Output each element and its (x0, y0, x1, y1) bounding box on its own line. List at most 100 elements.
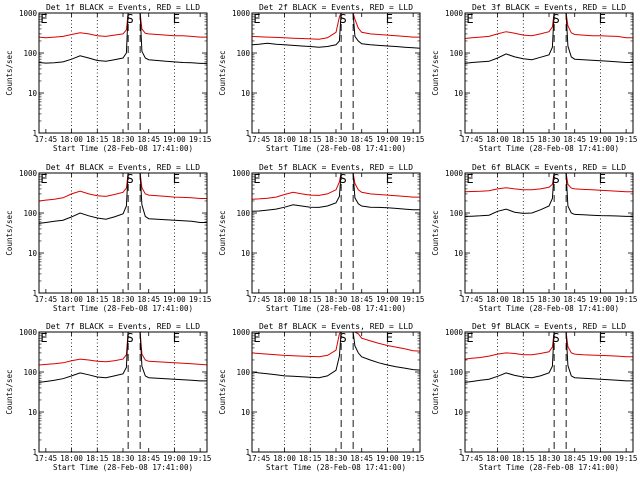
y-tick-label: 1000 (19, 169, 38, 178)
x-tick-label: 17:45 (461, 454, 484, 463)
y-tick-label: 100 (236, 368, 250, 377)
panel-title: Det 8f BLACK = Events, RED = LLD (259, 322, 413, 331)
event-marker-label: E (599, 172, 606, 186)
x-tick-label: 18:45 (563, 454, 586, 463)
x-tick-label: 17:45 (248, 135, 271, 144)
y-tick-label: 100 (236, 209, 250, 218)
series-line-lld (252, 13, 420, 40)
y-tick-label: 100 (449, 209, 463, 218)
y-axis-label: Counts/sec (218, 50, 227, 95)
event-marker-label: E (386, 331, 393, 345)
x-tick-label: 18:45 (350, 295, 373, 304)
x-tick-label: 18:15 (299, 135, 322, 144)
x-tick-label: 19:00 (589, 135, 612, 144)
series-line-events (39, 332, 207, 383)
x-tick-label: 18:30 (538, 454, 561, 463)
y-axis-label: Counts/sec (218, 369, 227, 414)
x-tick-label: 19:15 (615, 135, 638, 144)
series-line-events (39, 173, 207, 224)
y-tick-label: 1000 (232, 9, 251, 18)
event-marker-label: E (253, 12, 260, 26)
y-tick-label: 10 (28, 89, 38, 98)
event-marker-label: E (466, 172, 473, 186)
x-tick-label: 19:15 (189, 135, 212, 144)
plot-frame (38, 331, 208, 453)
y-tick-label: 1 (245, 129, 250, 138)
y-axis-label: Counts/sec (5, 210, 14, 255)
x-tick-label: 17:45 (35, 135, 58, 144)
event-marker-label: S (340, 172, 347, 186)
y-tick-label: 1000 (19, 328, 38, 337)
event-marker-label: E (40, 172, 47, 186)
x-tick-label: 19:15 (402, 454, 425, 463)
plot-frame (251, 172, 421, 294)
panel-det-4f: Det 4f BLACK = Events, RED = LLD Counts/s… (5, 163, 211, 313)
y-tick-label: 1000 (445, 328, 464, 337)
plot-frame (464, 331, 634, 453)
y-axis-label: Counts/sec (5, 50, 14, 95)
y-tick-label: 1000 (445, 9, 464, 18)
event-marker-label: S (553, 172, 560, 186)
event-marker-label: S (553, 331, 560, 345)
series-line-lld (39, 13, 207, 39)
series-line-events (465, 13, 633, 64)
event-marker-label: E (40, 12, 47, 26)
y-tick-label: 1 (245, 448, 250, 457)
y-tick-label: 10 (454, 89, 464, 98)
event-marker-label: E (173, 172, 180, 186)
x-tick-label: 19:00 (589, 295, 612, 304)
plot-frame (464, 172, 634, 294)
y-tick-label: 10 (28, 249, 38, 258)
x-axis-label: Start Time (28-Feb-08 17:41:00) (53, 304, 193, 313)
x-tick-label: 18:30 (538, 135, 561, 144)
event-marker-label: E (466, 12, 473, 26)
event-marker-label: S (553, 12, 560, 26)
x-tick-label: 19:15 (615, 454, 638, 463)
panel-title: Det 6f BLACK = Events, RED = LLD (472, 163, 626, 172)
event-marker-label: E (173, 331, 180, 345)
x-tick-label: 18:30 (112, 454, 135, 463)
event-marker-label: E (466, 331, 473, 345)
x-tick-label: 18:45 (137, 295, 160, 304)
panel-det-3f: Det 3f BLACK = Events, RED = LLD Counts/s… (431, 3, 637, 153)
x-tick-label: 19:00 (163, 135, 186, 144)
plot-frame (464, 12, 634, 134)
y-tick-label: 100 (23, 368, 37, 377)
y-tick-label: 1 (245, 289, 250, 298)
panel-det-6f: Det 6f BLACK = Events, RED = LLD Counts/s… (431, 163, 637, 313)
y-tick-label: 1 (458, 129, 463, 138)
y-tick-label: 1000 (19, 9, 38, 18)
x-tick-label: 18:00 (60, 135, 83, 144)
x-tick-label: 19:00 (376, 295, 399, 304)
event-marker-label: E (253, 331, 260, 345)
event-marker-label: E (40, 331, 47, 345)
y-tick-label: 1000 (232, 328, 251, 337)
y-tick-label: 1 (32, 448, 37, 457)
series-line-lld (39, 332, 207, 366)
y-tick-label: 100 (449, 368, 463, 377)
x-tick-label: 18:15 (299, 295, 322, 304)
y-axis-label: Counts/sec (5, 369, 14, 414)
x-tick-label: 18:15 (512, 295, 535, 304)
panel-title: Det 7f BLACK = Events, RED = LLD (46, 322, 200, 331)
x-tick-label: 18:15 (512, 454, 535, 463)
x-tick-label: 19:00 (163, 454, 186, 463)
x-tick-label: 18:45 (350, 135, 373, 144)
x-axis-label: Start Time (28-Feb-08 17:41:00) (479, 463, 619, 472)
series-line-lld (465, 13, 633, 39)
panel-det-8f: Det 8f BLACK = Events, RED = LLD Counts/s… (218, 322, 424, 472)
x-tick-label: 18:15 (86, 295, 109, 304)
plot-frame (38, 172, 208, 294)
panel-title: Det 9f BLACK = Events, RED = LLD (472, 322, 626, 331)
x-axis-label: Start Time (28-Feb-08 17:41:00) (53, 144, 193, 153)
y-tick-label: 10 (454, 249, 464, 258)
x-axis-label: Start Time (28-Feb-08 17:41:00) (266, 463, 406, 472)
x-tick-label: 19:00 (376, 135, 399, 144)
x-tick-label: 19:00 (376, 454, 399, 463)
x-tick-label: 18:45 (563, 295, 586, 304)
panel-det-1f: Det 1f BLACK = Events, RED = LLD Counts/s… (5, 3, 211, 153)
panel-title: Det 1f BLACK = Events, RED = LLD (46, 3, 200, 12)
x-tick-label: 18:30 (325, 295, 348, 304)
y-tick-label: 1 (458, 448, 463, 457)
